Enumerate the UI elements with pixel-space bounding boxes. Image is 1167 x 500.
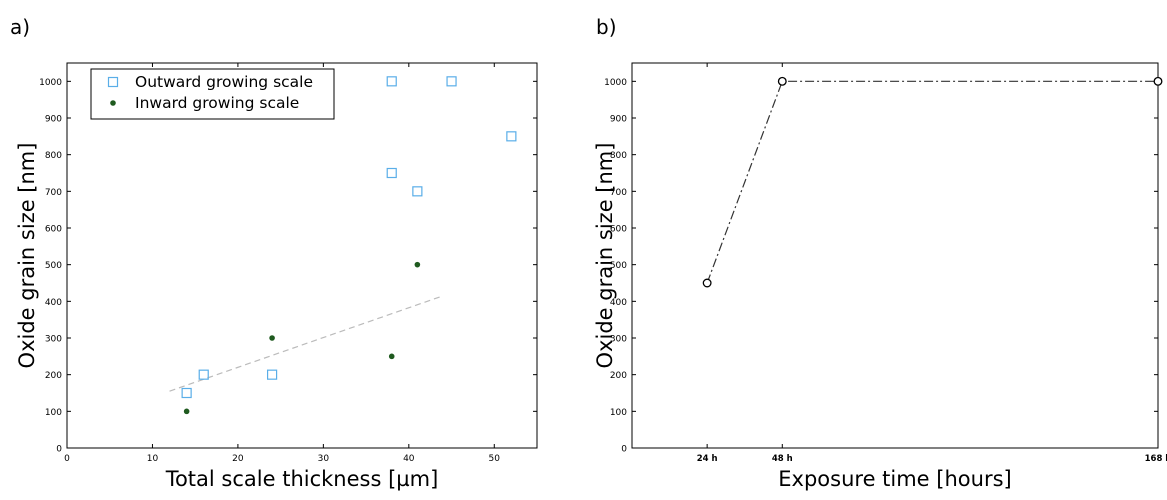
- y-tick-label: 600: [45, 225, 62, 235]
- y-tick-label: 900: [45, 115, 62, 125]
- x-tick-label: 20: [232, 454, 244, 464]
- y-tick-label: 200: [45, 371, 62, 381]
- x-axis-label: Exposure time [hours]: [778, 467, 1011, 491]
- y-tick-label: 0: [56, 445, 62, 455]
- y-tick-label: 500: [610, 261, 627, 271]
- data-point-inward: [388, 353, 395, 360]
- y-axis-label: Oxide grain size [nm]: [15, 143, 39, 369]
- y-tick-label: 300: [610, 335, 627, 345]
- x-tick-label: 0: [64, 454, 70, 464]
- data-point-outward: [412, 186, 423, 197]
- data-point-inward: [183, 408, 190, 415]
- legend-marker-inward: [110, 100, 116, 106]
- y-tick-label: 200: [610, 371, 627, 381]
- x-tick-label: 30: [318, 454, 330, 464]
- legend-label: Inward growing scale: [135, 94, 299, 112]
- y-tick-label: 400: [45, 298, 62, 308]
- panel-label-a: a): [10, 15, 30, 39]
- data-point-outward: [506, 131, 517, 142]
- y-tick-label: 100: [610, 408, 627, 418]
- y-tick-label: 300: [45, 335, 62, 345]
- data-point-outward: [446, 76, 457, 87]
- legend-box: [90, 68, 335, 120]
- y-tick-label: 600: [610, 225, 627, 235]
- y-tick-label: 700: [610, 188, 627, 198]
- x-tick-label: 24 h: [697, 454, 718, 464]
- data-point: [1153, 76, 1163, 86]
- data-point: [777, 76, 787, 86]
- data-point-outward: [198, 369, 209, 380]
- x-tick-label: 40: [403, 454, 415, 464]
- plot-frame: [66, 62, 538, 449]
- data-point-outward: [181, 387, 192, 399]
- x-tick-label: 168 h: [1145, 454, 1167, 464]
- y-tick-label: 700: [45, 188, 62, 198]
- y-tick-label: 800: [45, 151, 62, 161]
- data-point-outward: [266, 369, 278, 380]
- data-point-outward: [386, 167, 397, 179]
- chart-a: 0 100 200 300 400 500 600 700 800 900 1000 0 10 20 30 4…: [15, 62, 538, 491]
- legend: Outward growing scale Inward growing scal…: [90, 68, 335, 120]
- y-tick-label: 500: [45, 261, 62, 271]
- data-point: [702, 278, 712, 288]
- data-point-inward: [414, 261, 421, 268]
- x-tick-label: 50: [489, 454, 501, 464]
- panel-label-b: b): [596, 15, 617, 39]
- x-axis-label: Total scale thickness [µm]: [165, 467, 439, 491]
- y-tick-label: 900: [610, 115, 627, 125]
- y-tick-label: 1000: [604, 78, 627, 88]
- legend-marker-outward: [107, 76, 119, 88]
- x-tick-label: 48 h: [772, 454, 793, 464]
- trendline: [169, 295, 444, 392]
- y-tick-label: 0: [621, 445, 627, 455]
- y-axis-label: Oxide grain size [nm]: [593, 143, 617, 369]
- series-line: [706, 80, 1158, 284]
- chart-b: 0 100 200 300 400 500 600 700 800 900 1000 24 h 48 h…: [593, 62, 1167, 491]
- data-point-outward: [386, 76, 397, 87]
- data-point-inward: [269, 335, 275, 341]
- x-tick-label: 10: [147, 454, 159, 464]
- plot-frame: [631, 62, 1159, 449]
- y-tick-label: 400: [610, 298, 627, 308]
- legend-label: Outward growing scale: [135, 73, 313, 91]
- y-tick-label: 800: [610, 151, 627, 161]
- y-tick-label: 100: [45, 408, 62, 418]
- y-tick-label: 1000: [39, 78, 62, 88]
